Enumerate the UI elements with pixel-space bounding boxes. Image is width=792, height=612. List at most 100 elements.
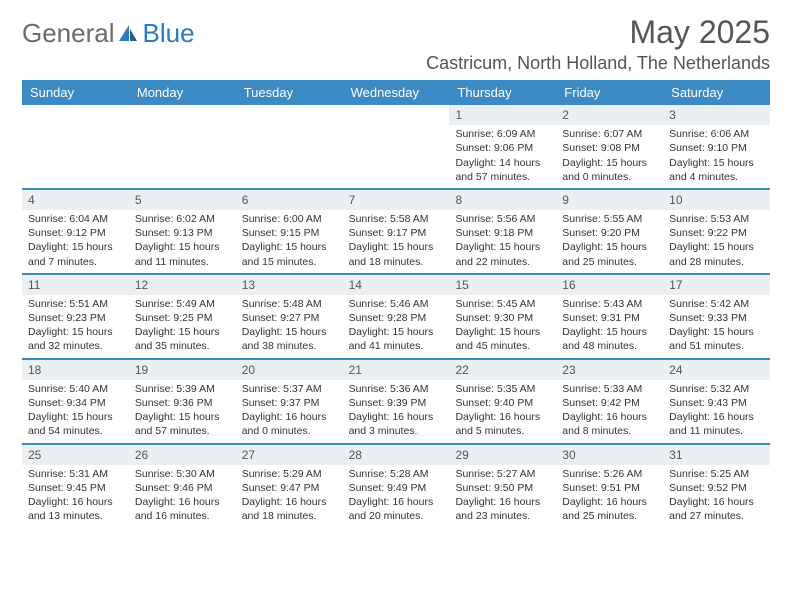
- sunrise-text: Sunrise: 5:53 AM: [669, 212, 764, 226]
- day-number: 18: [22, 360, 129, 380]
- cell-body: Sunrise: 5:48 AMSunset: 9:27 PMDaylight:…: [236, 297, 343, 358]
- daylight-text: Daylight: 15 hours and 25 minutes.: [562, 240, 657, 268]
- daylight-text: Daylight: 16 hours and 27 minutes.: [669, 495, 764, 523]
- calendar-cell: 6Sunrise: 6:00 AMSunset: 9:15 PMDaylight…: [236, 190, 343, 273]
- day-number: 21: [343, 360, 450, 380]
- logo-text-general: General: [22, 18, 115, 49]
- day-header: Wednesday: [343, 80, 450, 105]
- sunrise-text: Sunrise: 6:07 AM: [562, 127, 657, 141]
- sunset-text: Sunset: 9:46 PM: [135, 481, 230, 495]
- sunset-text: Sunset: 9:36 PM: [135, 396, 230, 410]
- sunrise-text: Sunrise: 5:45 AM: [455, 297, 550, 311]
- week-row: 1Sunrise: 6:09 AMSunset: 9:06 PMDaylight…: [22, 105, 770, 190]
- calendar-cell: 31Sunrise: 5:25 AMSunset: 9:52 PMDayligh…: [663, 445, 770, 528]
- day-number: 3: [663, 105, 770, 125]
- calendar-cell: 19Sunrise: 5:39 AMSunset: 9:36 PMDayligh…: [129, 360, 236, 443]
- daylight-text: Daylight: 15 hours and 45 minutes.: [455, 325, 550, 353]
- calendar-cell: 8Sunrise: 5:56 AMSunset: 9:18 PMDaylight…: [449, 190, 556, 273]
- day-number: 26: [129, 445, 236, 465]
- sunset-text: Sunset: 9:37 PM: [242, 396, 337, 410]
- calendar-cell: [129, 105, 236, 188]
- sunset-text: Sunset: 9:31 PM: [562, 311, 657, 325]
- daylight-text: Daylight: 16 hours and 13 minutes.: [28, 495, 123, 523]
- day-header: Friday: [556, 80, 663, 105]
- day-header: Saturday: [663, 80, 770, 105]
- day-number: 28: [343, 445, 450, 465]
- sunrise-text: Sunrise: 6:02 AM: [135, 212, 230, 226]
- day-header: Thursday: [449, 80, 556, 105]
- day-number: 24: [663, 360, 770, 380]
- day-number: 13: [236, 275, 343, 295]
- day-header-row: SundayMondayTuesdayWednesdayThursdayFrid…: [22, 80, 770, 105]
- day-header: Monday: [129, 80, 236, 105]
- sunrise-text: Sunrise: 5:48 AM: [242, 297, 337, 311]
- sunrise-text: Sunrise: 5:36 AM: [349, 382, 444, 396]
- cell-body: Sunrise: 5:25 AMSunset: 9:52 PMDaylight:…: [663, 467, 770, 528]
- daylight-text: Daylight: 16 hours and 5 minutes.: [455, 410, 550, 438]
- sunrise-text: Sunrise: 5:37 AM: [242, 382, 337, 396]
- calendar-cell: 18Sunrise: 5:40 AMSunset: 9:34 PMDayligh…: [22, 360, 129, 443]
- sunset-text: Sunset: 9:20 PM: [562, 226, 657, 240]
- day-header: Tuesday: [236, 80, 343, 105]
- sunrise-text: Sunrise: 5:30 AM: [135, 467, 230, 481]
- sunset-text: Sunset: 9:51 PM: [562, 481, 657, 495]
- daylight-text: Daylight: 16 hours and 8 minutes.: [562, 410, 657, 438]
- title-block: May 2025 Castricum, North Holland, The N…: [426, 14, 770, 74]
- calendar-cell: 20 Sunrise: 5:37 AMSunset: 9:37 PMDayligh…: [236, 360, 343, 443]
- calendar-cell: 13Sunrise: 5:48 AMSunset: 9:27 PMDayligh…: [236, 275, 343, 358]
- calendar-cell: 15Sunrise: 5:45 AMSunset: 9:30 PMDayligh…: [449, 275, 556, 358]
- cell-body: Sunrise: 5:53 AMSunset: 9:22 PMDaylight:…: [663, 212, 770, 273]
- day-number: 23: [556, 360, 663, 380]
- day-number: 19: [129, 360, 236, 380]
- sunset-text: Sunset: 9:23 PM: [28, 311, 123, 325]
- calendar-cell: 4Sunrise: 6:04 AMSunset: 9:12 PMDaylight…: [22, 190, 129, 273]
- cell-body: Sunrise: 5:42 AMSunset: 9:33 PMDaylight:…: [663, 297, 770, 358]
- sunrise-text: Sunrise: 5:28 AM: [349, 467, 444, 481]
- cell-body: Sunrise: 5:29 AMSunset: 9:47 PMDaylight:…: [236, 467, 343, 528]
- daylight-text: Daylight: 15 hours and 38 minutes.: [242, 325, 337, 353]
- logo-text-blue: Blue: [143, 18, 195, 49]
- daylight-text: Daylight: 15 hours and 15 minutes.: [242, 240, 337, 268]
- calendar: SundayMondayTuesdayWednesdayThursdayFrid…: [22, 80, 770, 527]
- cell-body: Sunrise: 6:07 AMSunset: 9:08 PMDaylight:…: [556, 127, 663, 188]
- cell-body: Sunrise: 5:56 AMSunset: 9:18 PMDaylight:…: [449, 212, 556, 273]
- cell-body: Sunrise: 5:33 AMSunset: 9:42 PMDaylight:…: [556, 382, 663, 443]
- week-row: 18Sunrise: 5:40 AMSunset: 9:34 PMDayligh…: [22, 360, 770, 445]
- calendar-cell: 17Sunrise: 5:42 AMSunset: 9:33 PMDayligh…: [663, 275, 770, 358]
- sunset-text: Sunset: 9:42 PM: [562, 396, 657, 410]
- cell-body: Sunrise: 5:35 AMSunset: 9:40 PMDaylight:…: [449, 382, 556, 443]
- sunrise-text: Sunrise: 5:27 AM: [455, 467, 550, 481]
- cell-body: Sunrise: 6:06 AMSunset: 9:10 PMDaylight:…: [663, 127, 770, 188]
- sunrise-text: Sunrise: 5:39 AM: [135, 382, 230, 396]
- calendar-cell: [22, 105, 129, 188]
- sunset-text: Sunset: 9:40 PM: [455, 396, 550, 410]
- header: General Blue May 2025 Castricum, North H…: [22, 14, 770, 74]
- day-number: 22: [449, 360, 556, 380]
- cell-body: Sunrise: 5:40 AMSunset: 9:34 PMDaylight:…: [22, 382, 129, 443]
- daylight-text: Daylight: 16 hours and 18 minutes.: [242, 495, 337, 523]
- sunrise-text: Sunrise: 5:35 AM: [455, 382, 550, 396]
- calendar-cell: 5Sunrise: 6:02 AMSunset: 9:13 PMDaylight…: [129, 190, 236, 273]
- calendar-cell: 25Sunrise: 5:31 AMSunset: 9:45 PMDayligh…: [22, 445, 129, 528]
- day-number: 11: [22, 275, 129, 295]
- daylight-text: Daylight: 16 hours and 11 minutes.: [669, 410, 764, 438]
- cell-body: Sunrise: 5:49 AMSunset: 9:25 PMDaylight:…: [129, 297, 236, 358]
- daylight-text: Daylight: 16 hours and 23 minutes.: [455, 495, 550, 523]
- calendar-cell: 14Sunrise: 5:46 AMSunset: 9:28 PMDayligh…: [343, 275, 450, 358]
- day-number: 20: [236, 360, 343, 380]
- cell-body: Sunrise: 5:27 AMSunset: 9:50 PMDaylight:…: [449, 467, 556, 528]
- location: Castricum, North Holland, The Netherland…: [426, 53, 770, 74]
- calendar-cell: 10Sunrise: 5:53 AMSunset: 9:22 PMDayligh…: [663, 190, 770, 273]
- sunrise-text: Sunrise: 6:09 AM: [455, 127, 550, 141]
- sunset-text: Sunset: 9:18 PM: [455, 226, 550, 240]
- day-number: 5: [129, 190, 236, 210]
- daylight-text: Daylight: 16 hours and 3 minutes.: [349, 410, 444, 438]
- sunset-text: Sunset: 9:33 PM: [669, 311, 764, 325]
- day-number: 29: [449, 445, 556, 465]
- day-number: 31: [663, 445, 770, 465]
- calendar-cell: 22Sunrise: 5:35 AMSunset: 9:40 PMDayligh…: [449, 360, 556, 443]
- cell-body: Sunrise: 6:00 AMSunset: 9:15 PMDaylight:…: [236, 212, 343, 273]
- cell-body: Sunrise: 5:58 AMSunset: 9:17 PMDaylight:…: [343, 212, 450, 273]
- daylight-text: Daylight: 15 hours and 4 minutes.: [669, 156, 764, 184]
- daylight-text: Daylight: 16 hours and 0 minutes.: [242, 410, 337, 438]
